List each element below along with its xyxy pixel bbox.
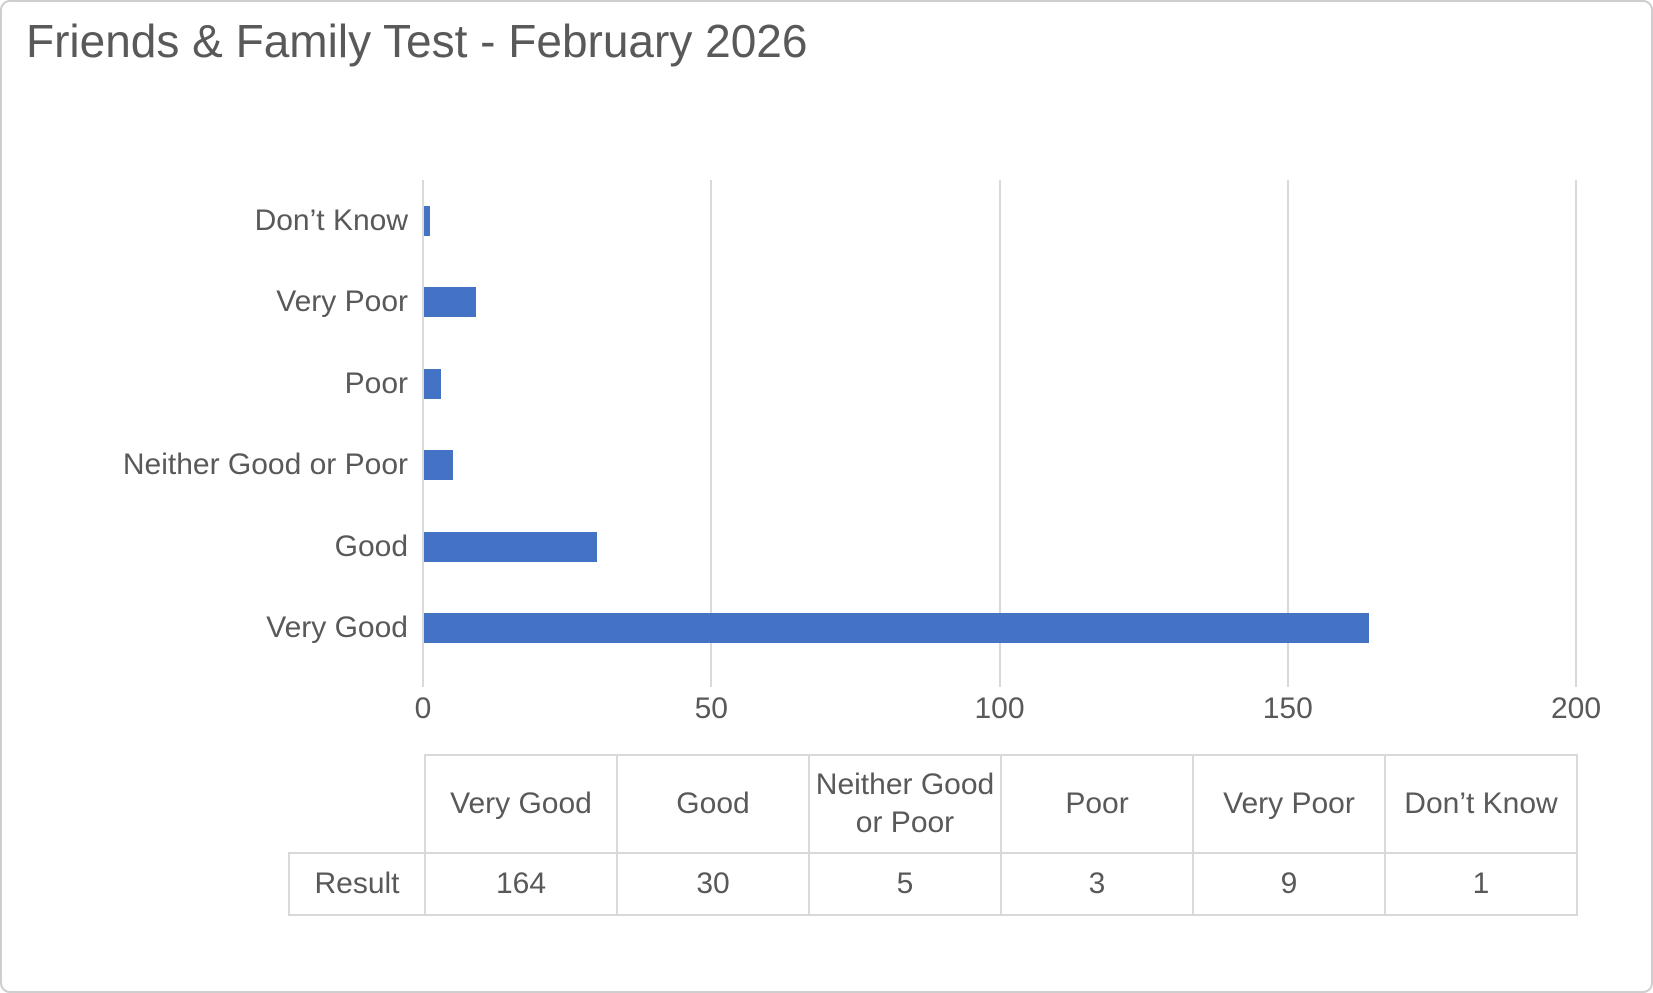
data-table-wrap: Very Good Good Neither Good or Poor Poor Ver… bbox=[288, 754, 1578, 916]
data-table: Very Good Good Neither Good or Poor Poor Ver… bbox=[288, 754, 1578, 916]
category-label-very-good: Very Good bbox=[266, 611, 408, 645]
x-tick-label: 200 bbox=[1550, 692, 1602, 725]
gridline bbox=[1575, 180, 1577, 687]
table-result-row: Result 164 30 5 3 9 1 bbox=[288, 852, 1578, 916]
bar-poor bbox=[424, 368, 442, 399]
x-tick-label: 150 bbox=[1262, 692, 1313, 725]
category-label-good: Good bbox=[334, 529, 408, 563]
table-header-row: Very Good Good Neither Good or Poor Poor Ver… bbox=[289, 754, 1578, 854]
category-label-neither-good-or-poor: Neither Good or Poor bbox=[122, 448, 408, 482]
gridline bbox=[1286, 180, 1289, 687]
table-header-cell: Very Poor bbox=[1192, 754, 1386, 854]
bar-don-t-know bbox=[424, 205, 430, 236]
table-value-cell: 30 bbox=[616, 852, 810, 916]
table-header-cell: Don’t Know bbox=[1384, 754, 1578, 854]
table-header-cell: Neither Good or Poor bbox=[808, 754, 1002, 854]
gridline bbox=[422, 180, 424, 687]
category-label-poor: Poor bbox=[344, 366, 408, 400]
table-corner-cell bbox=[289, 755, 425, 853]
x-tick-label: 0 bbox=[414, 692, 432, 725]
table-header-cell: Good bbox=[616, 754, 810, 854]
table-value-cell: 164 bbox=[424, 852, 618, 916]
x-tick-label: 100 bbox=[974, 692, 1025, 725]
category-label-very-poor: Very Poor bbox=[276, 285, 408, 319]
gridline bbox=[998, 180, 1001, 687]
chart-title: Friends & Family Test - February 2026 bbox=[26, 15, 808, 67]
table-row-header: Result bbox=[288, 852, 426, 916]
bar-neither-good-or-poor bbox=[424, 450, 453, 481]
bar-very-poor bbox=[424, 287, 476, 318]
table-value-cell: 5 bbox=[808, 852, 1002, 916]
table-header-cell: Very Good bbox=[424, 754, 618, 854]
bar-very-good bbox=[424, 613, 1370, 644]
x-tick-label: 50 bbox=[694, 692, 728, 725]
table-value-cell: 3 bbox=[1000, 852, 1194, 916]
bar-good bbox=[424, 531, 597, 562]
category-label-don-t-know: Don’t Know bbox=[254, 203, 408, 237]
gridline bbox=[710, 180, 713, 687]
table-value-cell: 1 bbox=[1384, 852, 1578, 916]
table-header-cell: Poor bbox=[1000, 754, 1194, 854]
table-value-cell: 9 bbox=[1192, 852, 1386, 916]
